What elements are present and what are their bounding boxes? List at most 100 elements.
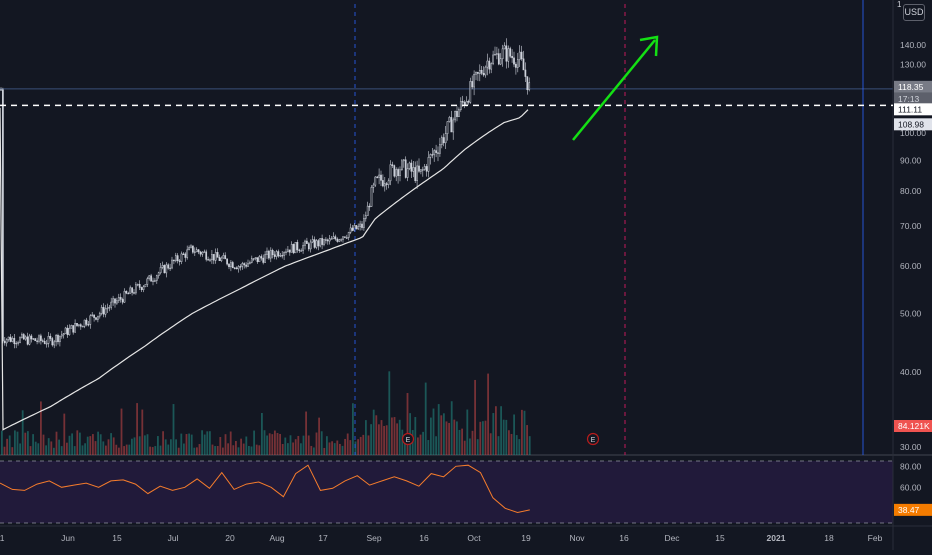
volume-bar: [263, 430, 266, 455]
candle-body: [420, 169, 422, 172]
price-tick-label: 30.00: [900, 442, 922, 452]
candle-body: [199, 251, 202, 255]
volume-bar: [401, 429, 404, 455]
volume-bar: [396, 423, 398, 455]
candle-body: [433, 150, 436, 156]
volume-bar: [419, 434, 422, 455]
candle-body: [34, 338, 37, 342]
candle-body: [378, 174, 380, 178]
ma-badge: 108.98: [898, 119, 924, 129]
volume-bar: [261, 412, 263, 455]
candle-body: [285, 251, 287, 253]
candle-body: [43, 341, 46, 344]
candle-body: [180, 253, 183, 262]
candle-body: [269, 250, 272, 259]
candle-body: [260, 256, 263, 259]
candle-body: [275, 251, 278, 257]
candle-body: [209, 259, 211, 261]
candle-body: [296, 242, 299, 251]
volume-bar: [380, 420, 383, 455]
volume-bar: [414, 417, 417, 455]
candle-body: [490, 63, 493, 70]
candle-body: [97, 315, 99, 320]
candle-body: [401, 160, 403, 170]
candle-body: [528, 82, 531, 91]
candle-body: [446, 121, 449, 134]
price-tick-label: 50.00: [900, 309, 922, 319]
candle-body: [152, 280, 154, 282]
volume-bar: [333, 443, 336, 455]
volume-bar: [391, 417, 393, 455]
volume-bar: [172, 404, 175, 455]
candle-body: [342, 236, 344, 240]
volume-bar: [133, 437, 136, 455]
volume-bar: [367, 435, 370, 455]
price-axis[interactable]: 30.00 40.00 50.00 60.00 70.00 80.00 90.00 100.0…: [900, 40, 926, 452]
candle-body: [7, 336, 10, 340]
time-axis[interactable]: 11 Jun 15 Jul 20 Aug 17 Sep 16 Oct 19 Nov 16 Dec 15 202…: [0, 533, 883, 543]
candle-body: [28, 335, 31, 345]
time-tick-label: 18: [824, 533, 834, 543]
volume-bar: [240, 438, 242, 455]
volume-bar: [453, 419, 456, 455]
volume-bar: [237, 447, 240, 455]
last-price-badge: 118.35: [898, 82, 924, 92]
candle-body: [133, 292, 135, 294]
volume-bar: [471, 430, 474, 455]
candle-body: [264, 254, 266, 263]
volume-bar: [378, 424, 380, 455]
volume-bar: [487, 373, 489, 455]
candle-body: [214, 252, 217, 261]
currency-button[interactable]: USD: [903, 4, 925, 21]
time-tick-label: 2021: [767, 533, 786, 543]
volume-bar: [222, 447, 224, 455]
candle-series[interactable]: [0, 38, 531, 349]
candle-body: [108, 306, 111, 309]
candle-body: [176, 255, 179, 262]
candle-body: [161, 265, 164, 268]
candle-body: [366, 205, 369, 216]
volume-bar: [349, 440, 352, 455]
volume-bar: [115, 444, 118, 455]
volume-bar: [14, 430, 16, 455]
candle-body: [273, 254, 276, 257]
candle-body: [344, 236, 346, 238]
candle-body: [338, 239, 341, 242]
candle-body: [423, 166, 426, 170]
volume-bar: [268, 433, 271, 455]
candle-body: [0, 89, 2, 91]
volume-bar: [424, 382, 427, 455]
candle-body: [383, 183, 386, 187]
candle-body: [146, 278, 149, 285]
volume-bar: [404, 436, 406, 455]
volume-bar: [188, 433, 190, 455]
candle-body: [247, 263, 249, 267]
candle-body: [277, 251, 280, 257]
volume-bar: [71, 433, 73, 455]
candle-body: [148, 275, 151, 280]
candle-body: [321, 238, 323, 245]
volume-bar: [302, 435, 305, 455]
volume-bar: [492, 413, 495, 455]
candle-body: [47, 335, 50, 344]
candle-body: [492, 54, 494, 64]
candle-body: [169, 267, 171, 270]
candle-body: [5, 339, 8, 344]
candle-body: [456, 110, 458, 117]
volume-bar: [526, 425, 528, 455]
price-tick-label: 80.00: [900, 186, 922, 196]
candle-body: [328, 238, 331, 242]
volume-bar: [500, 406, 502, 455]
volume-bar: [170, 439, 172, 455]
volume-bar: [440, 415, 443, 455]
candle-body: [230, 262, 232, 268]
candle-body: [268, 250, 270, 259]
volume-bar: [1, 430, 3, 455]
volume-bar: [365, 420, 367, 455]
volume-badge-bg: [894, 420, 932, 432]
candle-body: [283, 252, 285, 256]
volume-bar: [151, 447, 154, 455]
time-tick-label: 16: [419, 533, 429, 543]
candle-body: [499, 58, 502, 65]
